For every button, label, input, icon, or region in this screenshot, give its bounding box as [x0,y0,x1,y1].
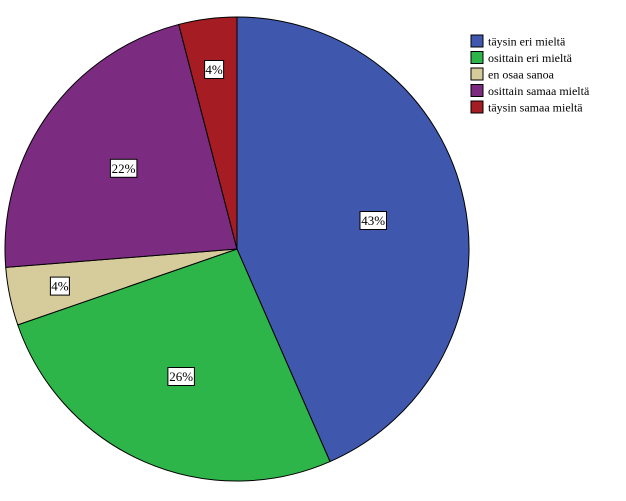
legend-label-1: täysin eri mieltä [488,35,566,49]
legend-label-4: osittain samaa mieltä [488,84,590,98]
chart-legend: täysin eri mieltä osittain eri mieltä en o… [470,34,590,115]
legend-swatch-1 [470,34,484,48]
pie-data-labels: 43% 26% 4% 22% 4% [49,60,387,386]
data-label-text-5: 4% [205,62,223,77]
data-label-1: 43% [359,211,387,230]
pie-slices [4,16,470,482]
data-label-box-2 [167,367,195,386]
data-label-4: 22% [109,158,138,178]
legend-label-3: en osaa sanoa [488,68,555,82]
data-label-box-5 [204,60,225,79]
data-label-2: 26% [167,367,195,386]
legend-label-5: täysin samaa mieltä [488,101,583,115]
data-label-text-2: 26% [169,369,193,384]
data-label-text-1: 43% [361,213,385,228]
data-label-box-3 [49,276,70,296]
data-label-text-4: 22% [112,161,136,176]
pie-slice-2 [17,248,331,482]
pie-slice-4 [4,23,238,268]
data-label-5: 4% [204,60,225,79]
legend-swatch-3 [470,67,484,81]
pie-slice-1 [236,16,470,463]
legend-swatch-2 [470,51,484,64]
legend-swatch-4 [470,84,484,97]
legend-swatch-5 [470,100,484,114]
data-label-box-1 [359,211,387,230]
data-label-text-3: 4% [51,279,69,294]
data-label-3: 4% [49,276,70,296]
data-label-box-4 [109,158,138,178]
legend-label-2: osittain eri mieltä [488,51,573,65]
